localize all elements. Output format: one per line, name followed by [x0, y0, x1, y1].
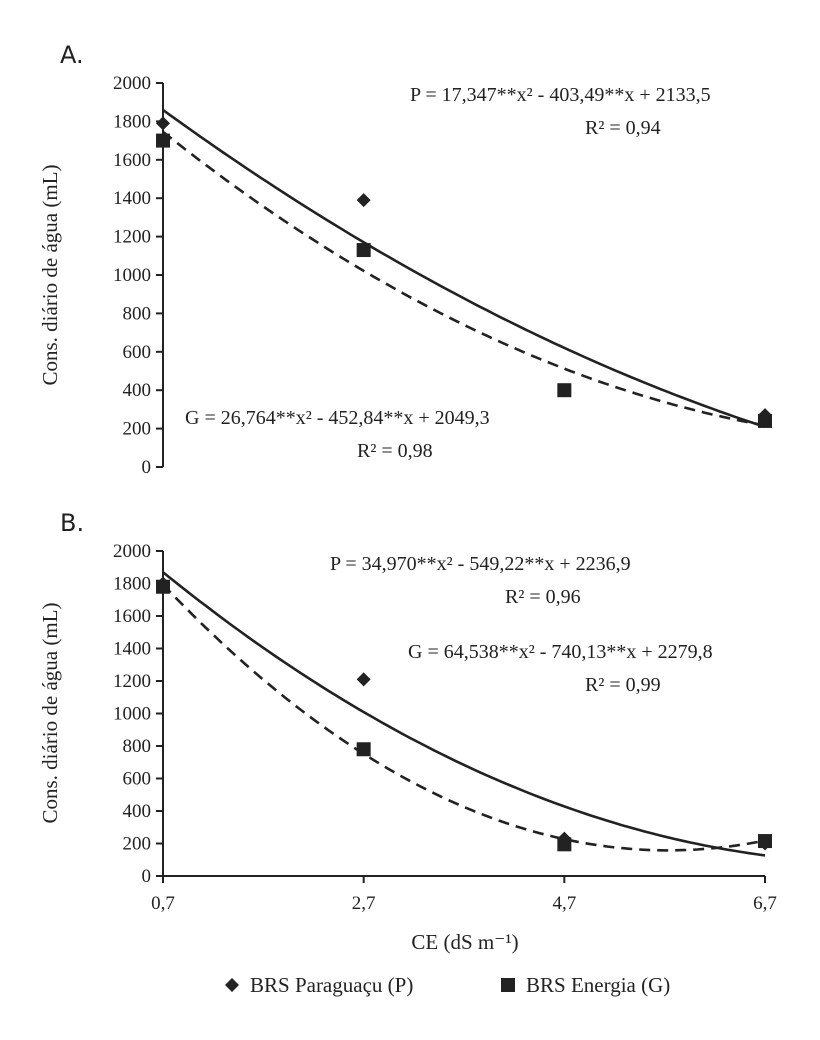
legend-label: BRS Energia (G) [526, 973, 670, 997]
y-tick-label: 200 [123, 419, 152, 440]
y-tick-label: 1200 [113, 671, 151, 692]
r-squared-label: R² = 0,98 [357, 440, 433, 462]
y-tick-label: 0 [142, 866, 152, 887]
panel-label: A. [60, 41, 84, 69]
y-tick-label: 1600 [113, 150, 151, 171]
fit-curve-energia [162, 583, 766, 852]
y-axis-label: Cons. diário de água (mL) [38, 164, 62, 385]
square-point [356, 742, 371, 757]
y-tick-label: 200 [123, 834, 152, 855]
r-squared-label: R² = 0,96 [505, 586, 581, 608]
x-tick-label: 4,7 [552, 893, 576, 914]
panel-a: A. Cons. diário de água (mL) 0 200 400 600 800… [38, 41, 772, 478]
y-axis-label: Cons. diário de água (mL) [38, 602, 62, 823]
y-tick-label: 1000 [113, 265, 151, 286]
diamond-point [356, 672, 371, 687]
x-tick-label: 2,7 [352, 893, 376, 914]
square-point [758, 834, 772, 849]
y-tick-label: 2000 [113, 73, 151, 94]
y-tick-label: 1400 [113, 639, 151, 660]
legend-label: BRS Paraguaçu (P) [250, 973, 413, 997]
y-tick-label: 0 [142, 457, 152, 478]
x-tick-label: 6,7 [753, 893, 777, 914]
y-tick-label: 400 [123, 380, 152, 401]
y-tick-label: 600 [123, 342, 152, 363]
r-squared-label: R² = 0,99 [585, 674, 661, 696]
r-squared-label: R² = 0,94 [585, 117, 661, 139]
y-tick-label: 1600 [113, 606, 151, 627]
square-point [557, 837, 572, 852]
y-tick-label: 2000 [113, 541, 151, 562]
y-tick-label: 1000 [113, 704, 151, 725]
panel-label: B. [60, 509, 84, 537]
x-axis-label: CE (dS m⁻¹) [411, 930, 518, 954]
regression-equation: G = 64,538**x² - 740,13**x + 2279,8 [408, 641, 713, 663]
square-point [356, 243, 371, 258]
square-point [758, 413, 772, 428]
y-tick-label: 400 [123, 801, 152, 822]
panel-b: B. Cons. diário de água (mL) 0 200 400 600 800… [38, 509, 777, 914]
diamond-point [356, 193, 371, 208]
legend: BRS Paraguaçu (P) BRS Energia (G) [225, 973, 670, 997]
fit-curve-energia [162, 130, 766, 427]
y-tick-label: 800 [123, 303, 152, 324]
y-tick-label: 1800 [113, 111, 151, 132]
y-tick-label: 1800 [113, 574, 151, 595]
diamond-point [156, 116, 170, 131]
fit-curve-paraguacu [162, 571, 766, 857]
y-tick-label: 600 [123, 769, 152, 790]
y-tick-label: 1400 [113, 188, 151, 209]
square-point [156, 133, 170, 148]
y-tick-label: 1200 [113, 227, 151, 248]
legend-diamond-marker [225, 978, 239, 992]
y-tick-label: 800 [123, 736, 152, 757]
square-point [557, 383, 572, 398]
regression-equation: G = 26,764**x² - 452,84**x + 2049,3 [185, 407, 490, 429]
fit-curve-paraguacu [162, 108, 766, 429]
x-tick-label: 0,7 [151, 893, 175, 914]
regression-equation: P = 34,970**x² - 549,22**x + 2236,9 [330, 553, 631, 575]
regression-equation: P = 17,347**x² - 403,49**x + 2133,5 [410, 84, 711, 106]
legend-square-marker [501, 978, 515, 992]
square-point [156, 579, 170, 594]
